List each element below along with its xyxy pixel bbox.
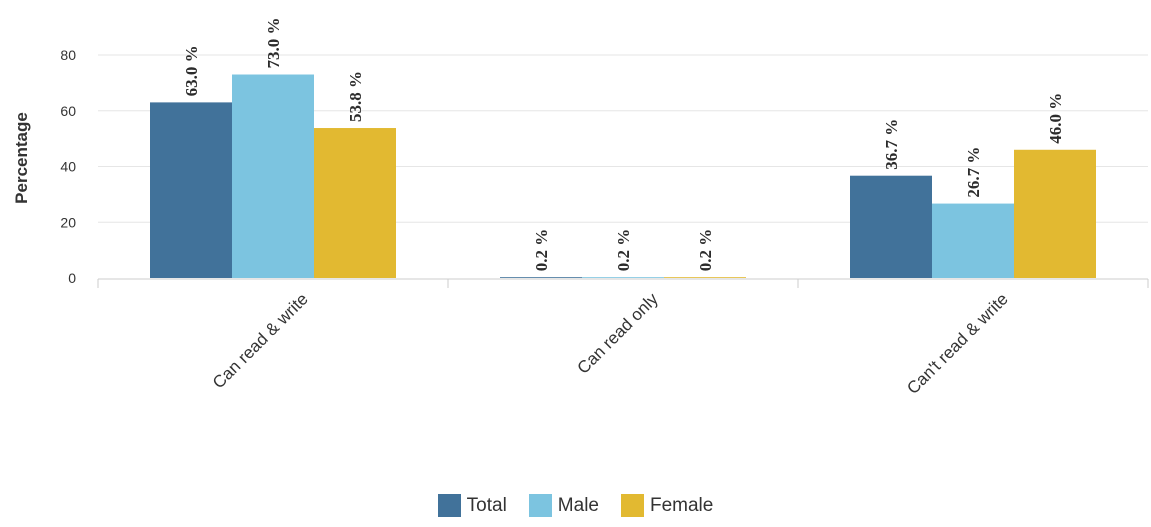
y-tick-label: 40: [60, 159, 76, 175]
y-axis-ticks: 0 20 40 60 80: [60, 47, 76, 286]
data-label: 73.0 %: [264, 18, 283, 69]
bar-total-1: [150, 102, 232, 278]
legend-item-male[interactable]: Male: [528, 494, 599, 517]
bar-chart: Percentage 0 20 40 60 80 63.0 % 73.0 % 53.8 % 0…: [12, 18, 1149, 398]
legend-swatch: [437, 494, 461, 517]
bars: [150, 74, 1096, 278]
data-label: 46.0 %: [1046, 93, 1065, 144]
data-label: 53.8 %: [346, 71, 365, 122]
data-label: 0.2 %: [696, 229, 715, 272]
y-tick-label: 20: [60, 214, 76, 230]
x-axis: [97, 278, 1149, 288]
data-labels: 63.0 % 73.0 % 53.8 % 0.2 % 0.2 % 0.2 % 36.7 % 2…: [182, 18, 1065, 272]
bar-male-3: [932, 203, 1014, 278]
bar-male-1: [232, 74, 314, 278]
bar-female-3: [1014, 149, 1096, 278]
legend-item-total[interactable]: Total: [437, 494, 507, 517]
y-tick-label: 60: [60, 103, 76, 119]
data-label: 63.0 %: [182, 45, 201, 96]
data-label: 0.2 %: [532, 229, 551, 272]
y-tick-label: 80: [60, 47, 76, 63]
data-label: 26.7 %: [964, 147, 983, 198]
y-tick-label: 0: [68, 270, 76, 286]
legend-label: Total: [466, 494, 507, 516]
y-axis-title: Percentage: [12, 112, 31, 204]
legend: Total Male Female: [0, 494, 1151, 517]
bar-female-2: [664, 277, 746, 278]
legend-swatch: [528, 494, 552, 517]
category-label: Can read & write: [209, 289, 312, 392]
category-label: Can't read & write: [903, 289, 1012, 398]
legend-label: Male: [557, 494, 599, 516]
category-labels: Can read & write Can read only Can't read …: [209, 289, 1012, 398]
bar-male-2: [582, 277, 664, 278]
legend-label: Female: [649, 494, 714, 516]
data-label: 0.2 %: [614, 229, 633, 272]
data-label: 36.7 %: [882, 119, 901, 170]
legend-swatch: [620, 494, 644, 517]
bar-total-2: [500, 277, 582, 278]
bar-total-3: [850, 175, 932, 278]
bar-female-1: [314, 128, 396, 278]
category-label: Can read only: [574, 289, 663, 378]
legend-item-female[interactable]: Female: [620, 494, 714, 517]
